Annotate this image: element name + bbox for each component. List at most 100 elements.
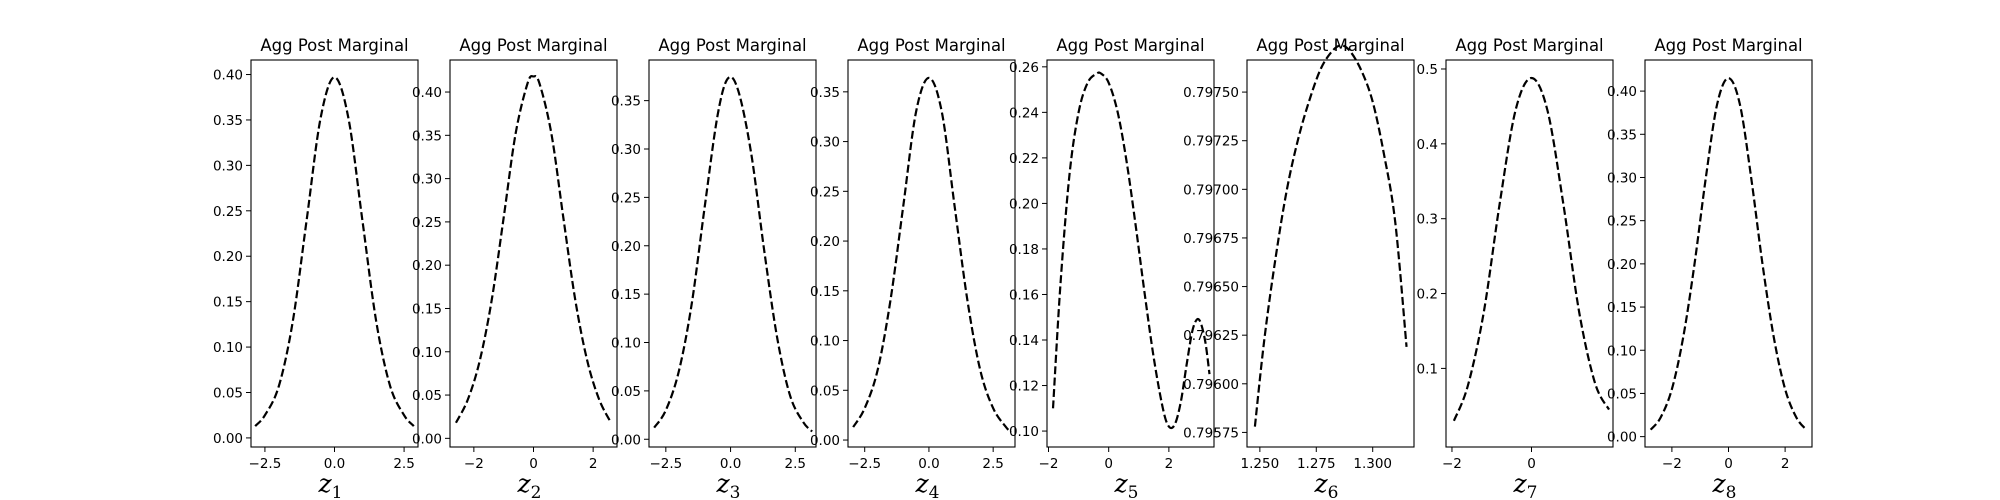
density-line [653,75,813,433]
subplot-3: Agg Post Marginal 0.00 0.05 0.10 0.15 0.20 0.2… [611,36,817,500]
y-tick-label: 0.79575 [1183,425,1239,441]
y-tick-label: 0.30 [213,158,243,174]
x-axis-label-subscript: 7 [1527,483,1538,500]
y-tick-label: 0.00 [1607,430,1637,446]
y-tick-label: 0.25 [1607,214,1637,230]
y-tick-label: 0.79750 [1183,85,1239,101]
density-line [1452,76,1610,422]
subplots: Agg Post Marginal0.000.050.100.150.200.2… [213,36,1813,500]
y-tick-label: 0.10 [213,340,243,356]
y-tick-label: 0.10 [611,336,641,352]
x-axis-label-subscript: 2 [531,483,542,500]
y-tick-label: 0.25 [810,184,840,200]
y-tick-label: 0.00 [213,431,243,447]
y-tick-label: 0.10 [1607,343,1637,359]
subplot-title: Agg Post Marginal [658,36,806,55]
y-tick-label: 0.20 [810,234,840,250]
y-tick-label: 0.20 [1009,196,1039,212]
x-tick-label: 1.250 [1241,456,1280,472]
x-tick-label: 2.5 [393,456,414,472]
x-axis-label-subscript: 4 [929,483,940,500]
x-tick-label: 0.0 [918,456,939,472]
y-tick-label: 0.05 [412,388,442,404]
y-tick-label: 0.35 [412,128,442,144]
x-tick-label: 0 [529,456,538,472]
subplot-title: Agg Post Marginal [1256,36,1404,55]
y-tick-label: 0.12 [1009,379,1039,395]
y-tick-label: 0.79650 [1183,280,1239,296]
subplot-1: Agg Post Marginal 0.00 0.05 0.10 0.15 0.20 0.2… [213,36,419,500]
y-tick-label: 0.25 [412,215,442,231]
subplot-title: Agg Post Marginal [459,36,607,55]
x-tick-label: 0 [1104,456,1113,472]
y-tick-label: 0.1 [1417,361,1438,377]
x-tick-label: 0 [1724,456,1733,472]
y-tick-label: 0.40 [213,68,243,84]
y-tick-label: 0.3 [1417,212,1438,228]
y-tick-label: 0.14 [1009,333,1039,349]
x-tick-label: 1.300 [1353,456,1392,472]
density-line [254,76,415,427]
subplot-4: Agg Post Marginal 0.00 0.05 0.10 0.15 0.20 0.2… [810,36,1016,500]
subplot-title: Agg Post Marginal [1455,36,1603,55]
x-tick-label: 2 [1165,456,1174,472]
axes-frame [648,59,817,448]
y-tick-label: 0.15 [213,295,243,311]
subplot-6: Agg Post Marginal 0.79575 0.79600 0.79625 0.… [1183,36,1415,500]
y-tick-label: 0.26 [1009,60,1039,76]
y-tick-label: 0.30 [412,172,442,188]
y-tick-label: 0.15 [1607,300,1637,316]
y-tick-label: 0.30 [810,135,840,151]
x-axis-label-subscript: 1 [332,483,343,500]
axes-frame [1246,59,1415,448]
y-tick-label: 0.2 [1417,287,1438,303]
y-tick-label: 0.30 [611,142,641,158]
y-tick-label: 0.79625 [1183,328,1239,344]
x-axis-label: z2 [517,469,542,500]
y-tick-label: 0.05 [1607,386,1637,402]
subplot-2: Agg Post Marginal 0.00 0.05 0.10 0.15 0.20 0.2… [412,36,618,500]
y-tick-label: 0.40 [1607,84,1637,100]
x-axis-label-subscript: 3 [730,483,741,500]
y-tick-label: 0.79675 [1183,231,1239,247]
y-tick-label: 0.24 [1009,105,1039,121]
density-line [1253,44,1408,427]
y-tick-label: 0.79600 [1183,377,1239,393]
x-axis-label-subscript: 5 [1128,483,1139,500]
subplot-8: Agg Post Marginal 0.00 0.05 0.10 0.15 0.20 0.2… [1607,36,1813,500]
y-tick-label: 0.00 [412,431,442,447]
x-tick-label: 0 [1527,456,1536,472]
y-tick-label: 0.05 [213,385,243,401]
y-tick-label: 0.16 [1009,287,1039,303]
density-line [1051,71,1211,430]
x-axis-label: z6 [1314,469,1339,500]
axes-frame [1046,59,1215,448]
axes-frame [847,59,1016,448]
y-tick-label: 0.35 [1607,127,1637,143]
y-tick-label: 0.5 [1417,62,1438,78]
subplot-title: Agg Post Marginal [857,36,1005,55]
x-tick-label: −2 [1662,456,1682,472]
axes-frame [1644,59,1813,448]
y-tick-label: 0.25 [611,190,641,206]
density-line [454,75,613,424]
y-tick-label: 0.10 [810,334,840,350]
subplot-title: Agg Post Marginal [1056,36,1204,55]
y-tick-label: 0.35 [611,94,641,110]
y-tick-label: 0.4 [1417,137,1438,153]
x-tick-label: 2.5 [982,456,1003,472]
y-tick-label: 0.20 [412,258,442,274]
y-tick-label: 0.79725 [1183,134,1239,150]
subplot-5: Agg Post Marginal 0.10 0.12 0.14 0.16 0.18 0.2… [1009,36,1215,500]
y-tick-label: 0.05 [810,383,840,399]
x-axis-label: z3 [716,469,741,500]
y-tick-label: 0.05 [611,384,641,400]
x-tick-label: 2.5 [785,456,806,472]
y-tick-label: 0.40 [412,85,442,101]
density-line [852,76,1012,433]
y-tick-label: 0.10 [412,345,442,361]
y-tick-label: 0.10 [1009,424,1039,440]
y-tick-label: 0.15 [810,284,840,300]
subplot-7: Agg Post Marginal 0.1 0.2 0.3 0.4 0.5 −2 0z7 [1417,36,1614,500]
